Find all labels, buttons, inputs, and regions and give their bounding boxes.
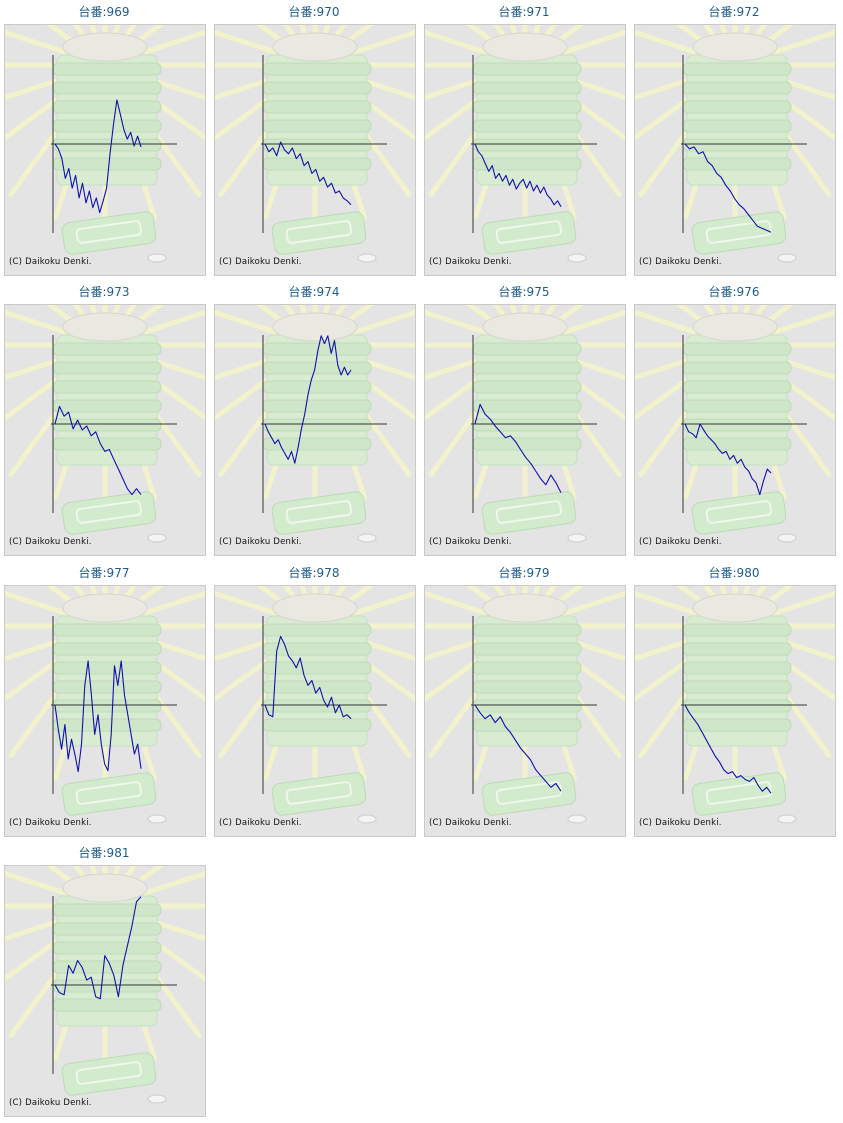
background-art	[425, 25, 625, 263]
copyright-text: (C) Daikoku Denki.	[9, 1098, 92, 1108]
chart-frame: (C) Daikoku Denki.	[214, 585, 416, 837]
series-line	[264, 335, 352, 464]
background-art	[215, 305, 415, 543]
copyright-text: (C) Daikoku Denki.	[219, 257, 302, 267]
copyright-text: (C) Daikoku Denki.	[429, 257, 512, 267]
background-art	[5, 25, 205, 263]
copyright-text: (C) Daikoku Denki.	[9, 537, 92, 547]
chart-frame: (C) Daikoku Denki.	[214, 304, 416, 556]
chart-frame: (C) Daikoku Denki.	[4, 585, 206, 837]
copyright-text: (C) Daikoku Denki.	[429, 818, 512, 828]
chart-svg	[425, 25, 625, 263]
copyright-text: (C) Daikoku Denki.	[639, 537, 722, 547]
chart-frame: (C) Daikoku Denki.	[4, 24, 206, 276]
series-line	[684, 143, 772, 233]
series-line	[54, 660, 142, 773]
background-art	[635, 305, 835, 543]
chart-title: 台番:977	[78, 566, 130, 580]
chart-title: 台番:972	[708, 5, 760, 19]
copyright-text: (C) Daikoku Denki.	[219, 537, 302, 547]
series-line	[54, 99, 142, 214]
background-art	[5, 305, 205, 543]
series-line	[474, 143, 562, 207]
chart-svg	[5, 586, 205, 824]
series-line	[684, 704, 772, 794]
chart-title: 台番:971	[498, 5, 550, 19]
chart-title: 台番:981	[78, 846, 130, 860]
series-line	[474, 704, 562, 792]
copyright-text: (C) Daikoku Denki.	[219, 818, 302, 828]
chart-svg	[635, 586, 835, 824]
chart-title: 台番:975	[498, 285, 550, 299]
chart-svg	[425, 305, 625, 543]
copyright-text: (C) Daikoku Denki.	[639, 818, 722, 828]
chart-frame: (C) Daikoku Denki.	[4, 865, 206, 1117]
chart-frame: (C) Daikoku Denki.	[424, 585, 626, 837]
chart-svg	[215, 586, 415, 824]
background-art	[425, 305, 625, 543]
series-line	[684, 423, 772, 496]
chart-title: 台番:979	[498, 566, 550, 580]
chart-frame: (C) Daikoku Denki.	[4, 304, 206, 556]
chart-svg	[635, 25, 835, 263]
background-art	[215, 25, 415, 263]
copyright-text: (C) Daikoku Denki.	[9, 818, 92, 828]
chart-frame: (C) Daikoku Denki.	[424, 304, 626, 556]
chart-title: 台番:973	[78, 285, 130, 299]
copyright-text: (C) Daikoku Denki.	[9, 257, 92, 267]
background-art	[425, 586, 625, 824]
chart-svg	[5, 866, 205, 1104]
chart-title: 台番:980	[708, 566, 760, 580]
background-art	[635, 586, 835, 824]
chart-frame: (C) Daikoku Denki.	[634, 24, 836, 276]
chart-title: 台番:970	[288, 5, 340, 19]
chart-svg	[5, 25, 205, 263]
series-line	[264, 141, 352, 206]
chart-frame: (C) Daikoku Denki.	[424, 24, 626, 276]
chart-title: 台番:976	[708, 285, 760, 299]
chart-frame: (C) Daikoku Denki.	[634, 304, 836, 556]
series-line	[474, 403, 562, 493]
chart-title: 台番:978	[288, 566, 340, 580]
series-line	[264, 635, 352, 720]
background-art	[5, 866, 205, 1104]
chart-svg	[5, 305, 205, 543]
chart-svg	[635, 305, 835, 543]
chart-title: 台番:969	[78, 5, 130, 19]
series-line	[54, 405, 142, 496]
series-line	[54, 896, 142, 1000]
chart-svg	[215, 25, 415, 263]
chart-svg	[215, 305, 415, 543]
copyright-text: (C) Daikoku Denki.	[429, 537, 512, 547]
chart-svg	[425, 586, 625, 824]
chart-frame: (C) Daikoku Denki.	[634, 585, 836, 837]
copyright-text: (C) Daikoku Denki.	[639, 257, 722, 267]
chart-frame: (C) Daikoku Denki.	[214, 24, 416, 276]
chart-title: 台番:974	[288, 285, 340, 299]
